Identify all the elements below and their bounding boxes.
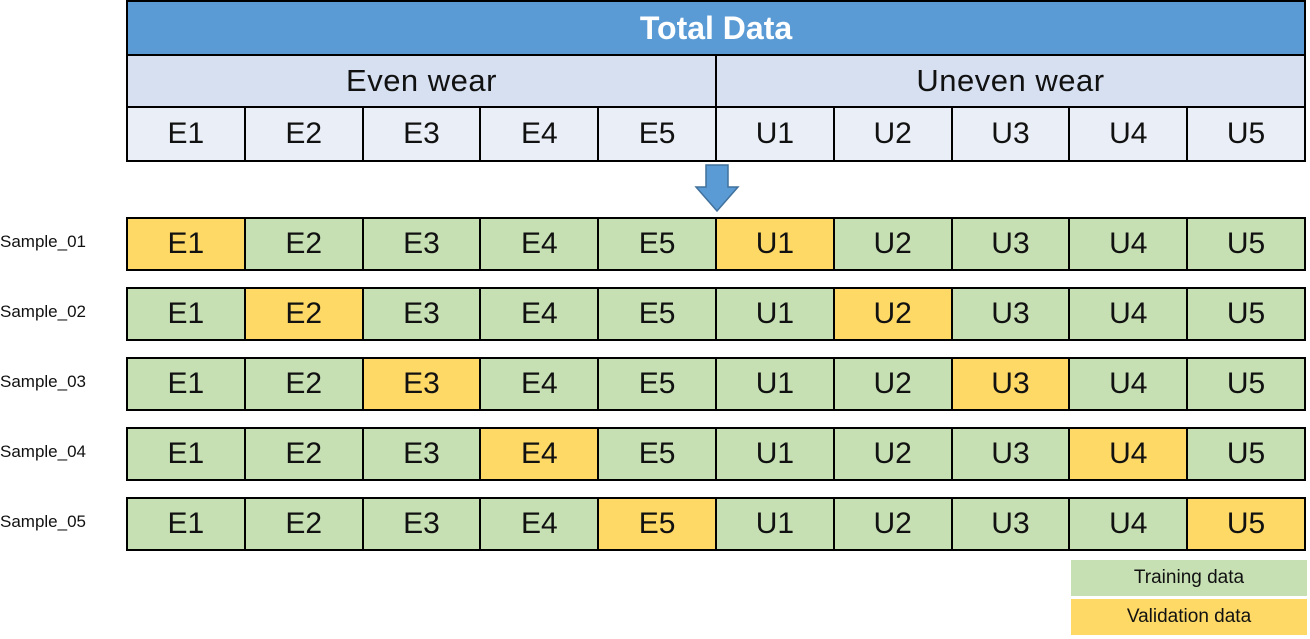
- training-cell: E2: [243, 497, 364, 551]
- training-cell: U4: [1068, 217, 1189, 271]
- group-uneven-wear: Uneven wear: [715, 54, 1306, 108]
- training-cell: U5: [1186, 427, 1306, 481]
- validation-cell: E1: [126, 217, 246, 271]
- training-cell: E4: [479, 287, 600, 341]
- training-cell: U5: [1186, 357, 1306, 411]
- legend-training-label: Training data: [1133, 567, 1245, 588]
- sample-label: Sample_02: [0, 302, 87, 321]
- training-cell: E1: [126, 287, 246, 341]
- training-cell: U4: [1068, 357, 1189, 411]
- validation-cell: U5: [1186, 497, 1306, 551]
- down-arrow-icon: [694, 164, 740, 213]
- sample-row: E1 E2 E3 E4 E5 U1 U2 U3 U4 U5: [126, 217, 1306, 271]
- training-cell: U1: [714, 427, 835, 481]
- validation-cell: E5: [597, 497, 717, 551]
- validation-cell: E2: [243, 287, 364, 341]
- sample-label: Sample_04: [0, 442, 87, 461]
- legend-validation-label: Validation data: [1126, 606, 1252, 627]
- title-row: Total Data: [126, 0, 1306, 56]
- sample-label: Sample_01: [0, 232, 87, 251]
- training-cell: E1: [126, 497, 246, 551]
- training-cell: E3: [361, 497, 482, 551]
- training-cell: U4: [1068, 497, 1189, 551]
- validation-cell: U4: [1068, 427, 1189, 481]
- id-cell: E1: [126, 106, 246, 162]
- validation-cell: U2: [832, 287, 953, 341]
- training-cell: U4: [1068, 287, 1189, 341]
- validation-cell: U1: [714, 217, 835, 271]
- training-cell: U5: [1186, 287, 1306, 341]
- training-cell: U1: [714, 287, 835, 341]
- training-cell: U2: [832, 357, 953, 411]
- training-cell: E4: [479, 357, 600, 411]
- id-cell: E3: [361, 106, 482, 162]
- training-cell: U1: [714, 497, 835, 551]
- id-cell: E4: [479, 106, 600, 162]
- training-cell: U3: [950, 287, 1071, 341]
- training-cell: U2: [832, 217, 953, 271]
- id-cell: E5: [597, 106, 717, 162]
- id-cell: U2: [832, 106, 953, 162]
- validation-cell: U3: [950, 357, 1071, 411]
- training-cell: U3: [950, 217, 1071, 271]
- sample-row: E1 E2 E3 E4 E5 U1 U2 U3 U4 U5: [126, 427, 1306, 481]
- training-cell: U2: [832, 497, 953, 551]
- sample-row: E1 E2 E3 E4 E5 U1 U2 U3 U4 U5: [126, 357, 1306, 411]
- id-cell: U3: [950, 106, 1071, 162]
- sample-label: Sample_03: [0, 372, 87, 391]
- training-cell: E4: [479, 217, 600, 271]
- training-cell: E2: [243, 357, 364, 411]
- training-cell: E2: [243, 427, 364, 481]
- training-cell: E1: [126, 427, 246, 481]
- training-cell: E5: [597, 427, 717, 481]
- sample-label: Sample_05: [0, 512, 87, 531]
- training-cell: E3: [361, 287, 482, 341]
- group-row: Even wear Uneven wear: [126, 54, 1306, 108]
- id-cell: U4: [1068, 106, 1189, 162]
- legend-training: Training data: [1071, 560, 1307, 596]
- sample-row: E1 E2 E3 E4 E5 U1 U2 U3 U4 U5: [126, 287, 1306, 341]
- training-cell: U5: [1186, 217, 1306, 271]
- training-cell: E2: [243, 217, 364, 271]
- training-cell: E3: [361, 217, 482, 271]
- training-cell: E5: [597, 217, 717, 271]
- training-cell: E4: [479, 497, 600, 551]
- training-cell: E3: [361, 427, 482, 481]
- id-cell: U1: [714, 106, 835, 162]
- validation-cell: E4: [479, 427, 600, 481]
- id-cell: U5: [1186, 106, 1306, 162]
- legend-validation: Validation data: [1071, 599, 1307, 635]
- training-cell: U2: [832, 427, 953, 481]
- group-even-wear: Even wear: [126, 54, 717, 108]
- training-cell: E5: [597, 357, 717, 411]
- training-cell: U3: [950, 427, 1071, 481]
- id-row: E1 E2 E3 E4 E5 U1 U2 U3 U4 U5: [126, 106, 1306, 162]
- training-cell: U1: [714, 357, 835, 411]
- training-cell: U3: [950, 497, 1071, 551]
- training-cell: E5: [597, 287, 717, 341]
- sample-row: E1 E2 E3 E4 E5 U1 U2 U3 U4 U5: [126, 497, 1306, 551]
- training-cell: E1: [126, 357, 246, 411]
- id-cell: E2: [243, 106, 364, 162]
- validation-cell: E3: [361, 357, 482, 411]
- total-data-title: Total Data: [126, 0, 1306, 56]
